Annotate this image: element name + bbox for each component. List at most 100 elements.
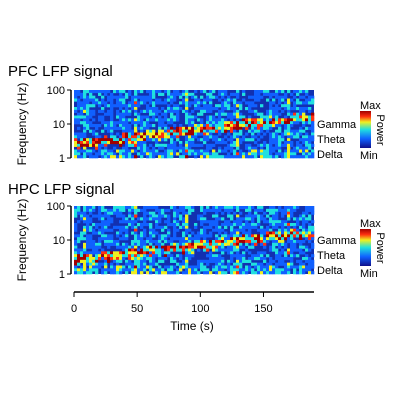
heatmap-cell (179, 101, 183, 105)
heatmap-cell (296, 112, 300, 116)
heatmap-cell (305, 206, 309, 210)
heatmap-cell (239, 115, 243, 119)
heatmap-cell (188, 268, 192, 272)
heatmap-cell (125, 259, 129, 263)
heatmap-cell (203, 98, 207, 102)
heatmap-cell (185, 132, 189, 136)
heatmap-cell (305, 126, 309, 130)
heatmap-cell (206, 268, 210, 272)
heatmap-cell (251, 254, 255, 258)
heatmap-cell (89, 90, 93, 94)
heatmap-cell (209, 129, 213, 133)
heatmap-cell (167, 220, 171, 224)
heatmap-cell (164, 237, 168, 241)
heatmap-cell (164, 132, 168, 136)
heatmap-cell (134, 234, 138, 238)
heatmap-cell (101, 248, 105, 252)
heatmap-cell (83, 107, 87, 111)
heatmap-cell (131, 225, 135, 229)
heatmap-cell (164, 98, 168, 102)
heatmap-cell (233, 109, 237, 113)
heatmap-cell (206, 146, 210, 150)
heatmap-cell (77, 104, 81, 108)
heatmap-cell (308, 155, 312, 159)
heatmap-cell (203, 109, 207, 113)
heatmap-cell (95, 259, 99, 263)
heatmap-cell (74, 225, 78, 229)
heatmap-cell (224, 206, 228, 210)
heatmap-cell (101, 109, 105, 113)
heatmap-cell (86, 254, 90, 258)
heatmap-cell (98, 240, 102, 244)
heatmap-cell (80, 231, 84, 235)
heatmap-cell (185, 118, 189, 122)
heatmap-cell (131, 245, 135, 249)
heatmap-cell (251, 95, 255, 99)
heatmap-cell (74, 228, 78, 232)
heatmap-cell (242, 223, 246, 227)
heatmap-cell (98, 242, 102, 246)
heatmap-cell (128, 251, 132, 255)
heatmap-cell (242, 271, 246, 275)
heatmap-cell (296, 92, 300, 96)
heatmap-cell (230, 223, 234, 227)
heatmap-cell (305, 143, 309, 147)
heatmap-cell (221, 101, 225, 105)
heatmap-cell (119, 231, 123, 235)
heatmap-cell (215, 206, 219, 210)
heatmap-cell (239, 254, 243, 258)
heatmap-cell (116, 149, 120, 153)
heatmap-cell (248, 152, 252, 156)
heatmap-cell (215, 268, 219, 272)
heatmap-cell (128, 257, 132, 261)
heatmap-cell (158, 211, 162, 215)
heatmap-cell (245, 118, 249, 122)
heatmap-cell (143, 257, 147, 261)
heatmap-cell (254, 124, 258, 128)
heatmap-cell (242, 228, 246, 232)
heatmap-cell (77, 211, 81, 215)
heatmap-cell (89, 254, 93, 258)
heatmap-cell (101, 121, 105, 125)
heatmap-cell (269, 265, 273, 269)
heatmap-cell (119, 107, 123, 111)
heatmap-cell (143, 223, 147, 227)
heatmap-cell (107, 112, 111, 116)
heatmap-cell (113, 240, 117, 244)
heatmap-cell (266, 268, 270, 272)
heatmap-cell (185, 223, 189, 227)
heatmap-cell (152, 115, 156, 119)
hpc-ylabel: Frequency (Hz) (15, 199, 29, 282)
heatmap-cell (290, 112, 294, 116)
heatmap-cell (260, 217, 264, 221)
heatmap-cell (206, 98, 210, 102)
heatmap-cell (152, 118, 156, 122)
heatmap-cell (101, 118, 105, 122)
heatmap-cell (308, 237, 312, 241)
heatmap-cell (251, 146, 255, 150)
heatmap-cell (80, 115, 84, 119)
heatmap-cell (206, 107, 210, 111)
heatmap-cell (233, 107, 237, 111)
heatmap-cell (119, 245, 123, 249)
heatmap-cell (308, 138, 312, 142)
pfc-colorbar (360, 111, 371, 148)
heatmap-cell (122, 242, 126, 246)
heatmap-cell (179, 129, 183, 133)
heatmap-cell (137, 138, 141, 142)
heatmap-cell (203, 245, 207, 249)
heatmap-cell (104, 208, 108, 212)
heatmap-cell (140, 135, 144, 139)
heatmap-cell (125, 118, 129, 122)
heatmap-cell (89, 225, 93, 229)
heatmap-cell (233, 268, 237, 272)
heatmap-cell (125, 248, 129, 252)
heatmap-cell (170, 242, 174, 246)
heatmap-cell (113, 124, 117, 128)
heatmap-cell (182, 211, 186, 215)
heatmap-cell (158, 109, 162, 113)
heatmap-cell (110, 220, 114, 224)
heatmap-cell (284, 101, 288, 105)
heatmap-cell (200, 268, 204, 272)
heatmap-cell (287, 225, 291, 229)
